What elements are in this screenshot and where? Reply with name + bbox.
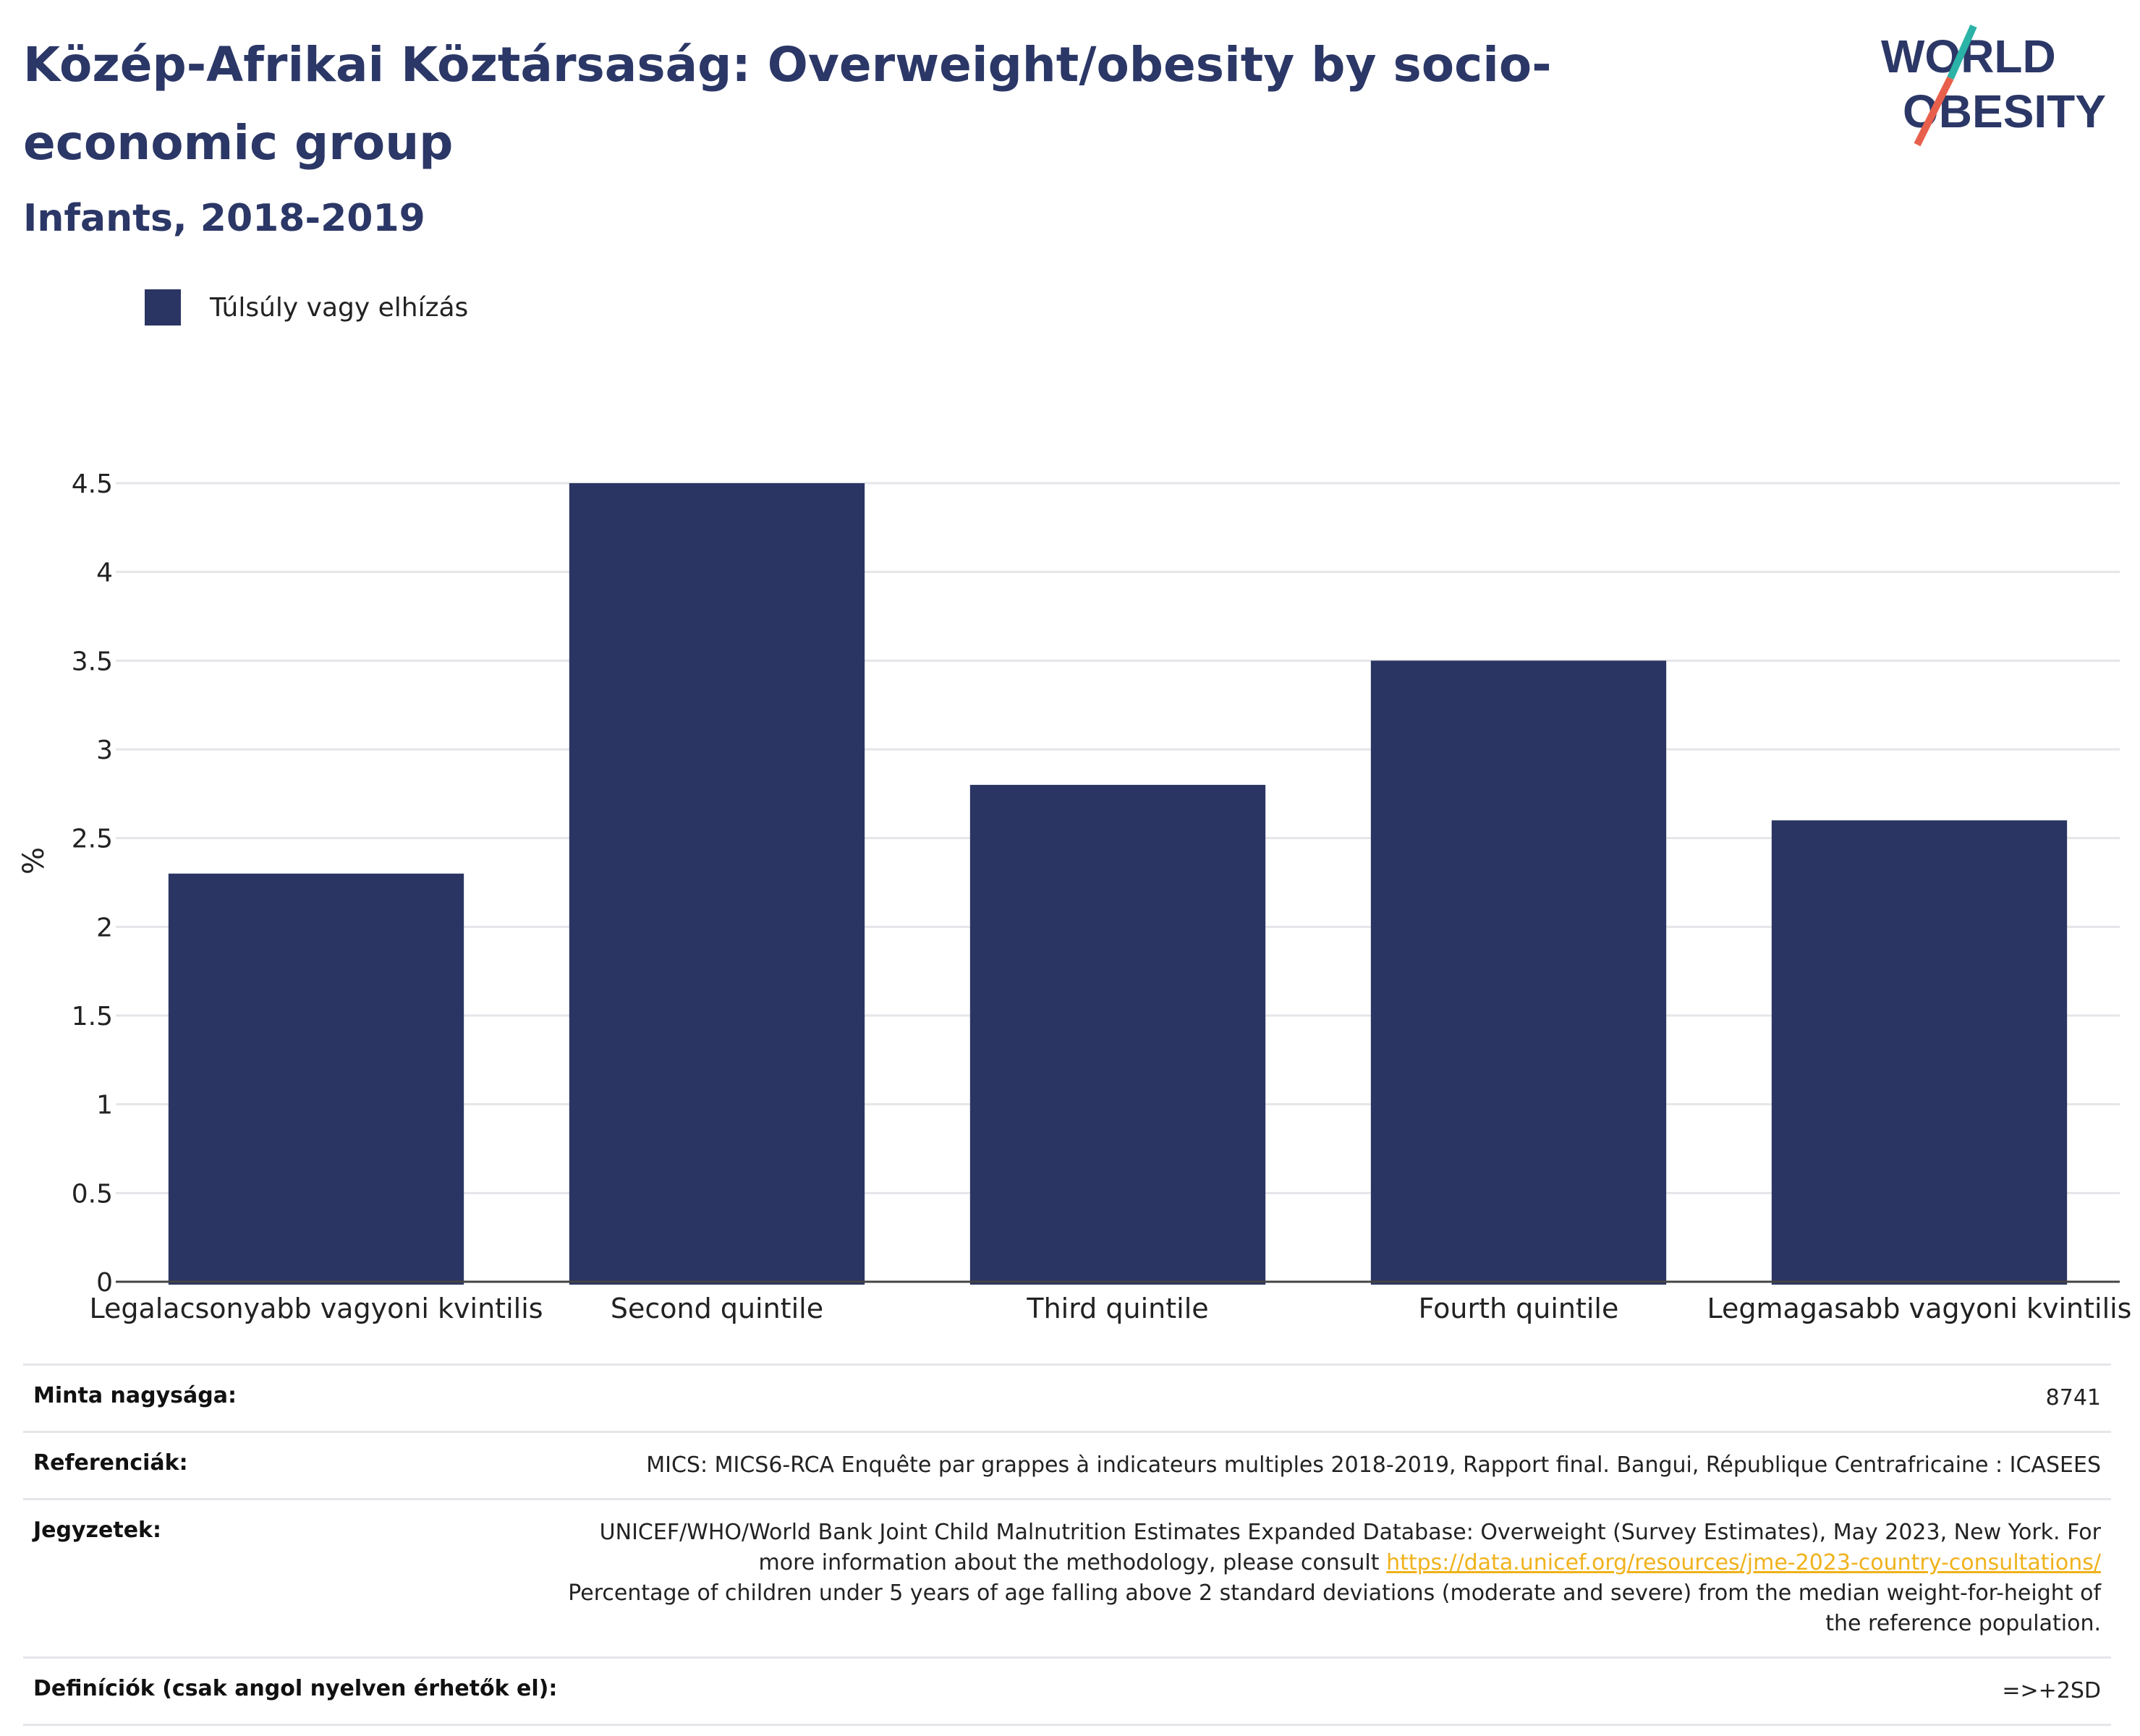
notes-text-2: Percentage of children under 5 years of … (568, 1580, 2101, 1636)
y-tick-label: 0 (96, 1268, 113, 1298)
references-value: MICS: MICS6-RCA Enquête par grappes à in… (646, 1452, 2101, 1478)
y-tick-label: 1 (96, 1091, 113, 1120)
y-tick-label: 4.5 (72, 469, 113, 499)
references-row: Referenciák: MICS: MICS6-RCA Enquête par… (23, 1431, 2111, 1498)
sample-size-row: Minta nagysága: 8741 (23, 1363, 2111, 1431)
y-tick-label: 0.5 (72, 1179, 113, 1209)
logo-slash-teal (1947, 24, 1977, 80)
legend-swatch (145, 289, 181, 326)
sample-size-value: 8741 (2045, 1385, 2101, 1410)
notes-link[interactable]: https://data.unicef.org/resources/jme-20… (1386, 1550, 2101, 1575)
x-tick-label: Third quintile (1026, 1293, 1208, 1324)
y-tick-label: 1.5 (72, 1002, 113, 1031)
x-tick-label: Legalacsonyabb vagyoni kvintilis (89, 1293, 543, 1324)
x-tick-label: Second quintile (611, 1293, 823, 1324)
definitions-row: Definíciók (csak angol nyelven érhetők e… (23, 1656, 2111, 1726)
bar-chart: 0 0.5 1 1.5 2 2.5 3 3.5 4 4.5 Legalacsonyabb vagy… (17, 469, 2131, 1324)
bar[interactable] (168, 873, 464, 1285)
chart-legend[interactable]: Túlsúly vagy elhízás (145, 288, 468, 327)
sample-size-label: Minta nagysága: (33, 1383, 237, 1408)
bar[interactable] (569, 483, 865, 1285)
world-obesity-logo: WORLD OBESITY (1881, 24, 2106, 147)
bar[interactable] (969, 785, 1266, 1285)
definitions-value: =>+2SD (2002, 1678, 2101, 1703)
logo-slash-red (1914, 76, 1954, 147)
x-axis-labels: Legalacsonyabb vagyoni kvintilis Second q… (89, 1293, 2131, 1324)
chart-subtitle: Infants, 2018-2019 (23, 197, 425, 240)
bar[interactable] (1370, 660, 1667, 1285)
legend-label: Túlsúly vagy elhízás (210, 292, 469, 323)
references-label: Referenciák: (33, 1450, 188, 1476)
bars (168, 483, 2068, 1285)
notes-row: Jegyzetek: UNICEF/WHO/World Bank Joint C… (23, 1498, 2111, 1656)
y-tick-label: 2 (96, 913, 113, 943)
y-tick-label: 4 (96, 558, 113, 588)
y-tick-label: 2.5 (72, 825, 113, 854)
bar[interactable] (1771, 820, 2068, 1285)
y-axis-ticks: 0 0.5 1 1.5 2 2.5 3 3.5 4 4.5 (72, 469, 113, 1298)
y-axis-title: % (17, 847, 51, 875)
y-tick-label: 3.5 (72, 647, 113, 676)
info-table: Minta nagysága: 8741 Referenciák: MICS: … (23, 1363, 2111, 1726)
y-tick-label: 3 (96, 736, 113, 765)
x-tick-label: Legmagasabb vagyoni kvintilis (1707, 1293, 2132, 1324)
x-tick-label: Fourth quintile (1419, 1293, 1619, 1324)
notes-label: Jegyzetek: (33, 1518, 161, 1543)
notes-text-1: UNICEF/WHO/World Bank Joint Child Malnut… (599, 1520, 2101, 1575)
notes-value: UNICEF/WHO/World Bank Joint Child Malnut… (560, 1518, 2101, 1639)
chart-title: Közép-Afrikai Köztársaság: Overweight/ob… (23, 37, 1552, 171)
definitions-label: Definíciók (csak angol nyelven érhetők e… (33, 1676, 558, 1701)
